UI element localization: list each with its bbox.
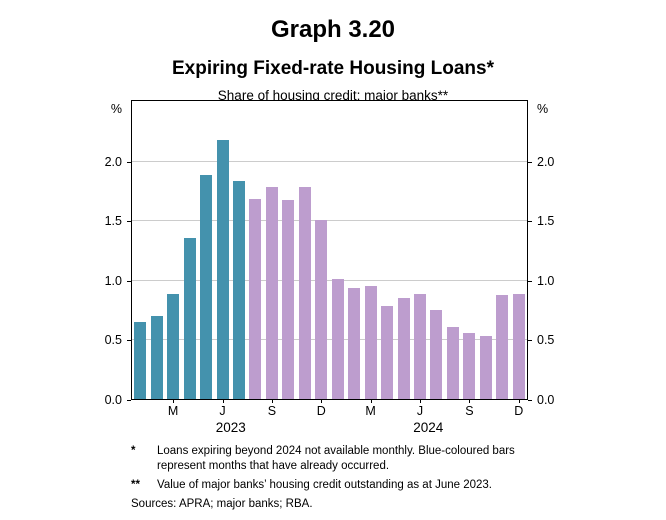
- y-tick-mark: [528, 280, 532, 282]
- gridline-0.5: [132, 339, 527, 341]
- bar-oct-2024: [479, 335, 492, 399]
- y-tick-mark: [127, 280, 131, 282]
- x-tick-mark: [370, 400, 372, 403]
- y-tick-label-0.5: 0.5: [537, 333, 555, 348]
- bar-mar-2024: [364, 285, 377, 399]
- x-tick-mark: [173, 400, 175, 403]
- y-tick-mark: [528, 400, 532, 401]
- bar-jan-2023: [134, 321, 147, 399]
- y-tick-label-2.0: 2.0: [104, 154, 122, 169]
- bar-aug-2024: [446, 327, 459, 399]
- bar-dec-2023: [315, 220, 328, 399]
- bar-sep-2023: [265, 186, 278, 399]
- bar-sep-2024: [463, 333, 476, 399]
- bar-oct-2023: [282, 199, 295, 399]
- footnote-2-marker: **: [131, 478, 140, 491]
- y-axis-right: % 0.0 0.5 1.0 1.5 2.0: [528, 101, 571, 407]
- plot-area: [131, 100, 528, 400]
- chart-title: Expiring Fixed-rate Housing Loans*: [172, 58, 494, 79]
- y-tick-label-1.5: 1.5: [104, 214, 122, 229]
- y-tick-label-0.5: 0.5: [104, 333, 122, 348]
- x-tick-label-dec-2023: D: [316, 404, 326, 418]
- x-tick-mark: [469, 400, 471, 403]
- axis-unit-label: %: [537, 102, 549, 116]
- x-tick-label-dec-2024: D: [514, 404, 524, 418]
- bar-jul-2024: [430, 309, 443, 399]
- footnotes: * Loans expiring beyond 2024 not availabl…: [131, 444, 541, 512]
- x-tick-mark: [271, 400, 273, 403]
- y-tick-mark: [127, 161, 131, 163]
- bar-may-2024: [397, 297, 410, 399]
- bar-apr-2024: [381, 306, 394, 399]
- y-tick-mark: [127, 400, 131, 401]
- x-tick-label-jun-2023: J: [219, 404, 226, 418]
- bar-nov-2024: [496, 295, 509, 399]
- gridline-2: [132, 160, 527, 162]
- y-axis-left: % 0.0 0.5 1.0 1.5 2.0: [88, 101, 131, 407]
- x-tick-mark: [518, 400, 520, 403]
- sources-line: Sources: APRA; major banks; RBA.: [131, 497, 313, 510]
- bar-jun-2024: [414, 294, 427, 399]
- y-tick-label-1.0: 1.0: [537, 273, 555, 288]
- graph-number: Graph 3.20: [270, 16, 396, 43]
- x-tick-label-mar-2023: M: [167, 404, 179, 418]
- bar-mar-2023: [167, 294, 180, 399]
- chart-subtitle: Share of housing credit; major banks**: [217, 88, 449, 103]
- footnote-2: ** Value of major banks’ housing credit o…: [131, 478, 541, 493]
- bar-jun-2023: [216, 140, 229, 399]
- bar-may-2023: [200, 174, 213, 399]
- bar-dec-2024: [512, 294, 525, 399]
- x-tick-label-jun-2024: J: [416, 404, 424, 418]
- x-axis-years: 2023 2024: [131, 420, 528, 438]
- y-tick-label-2.0: 2.0: [537, 154, 555, 169]
- footnote-2-text: Value of major banks’ housing credit out…: [157, 478, 492, 491]
- bar-jan-2024: [331, 278, 344, 399]
- year-label-2024: 2024: [413, 420, 444, 435]
- year-label-2023: 2023: [215, 420, 246, 435]
- y-tick-mark: [528, 340, 532, 342]
- x-tick-mark: [420, 400, 422, 403]
- x-tick-label-sep-2024: S: [465, 404, 474, 418]
- footnote-1-marker: *: [131, 445, 136, 457]
- footnote-1-text: Loans expiring beyond 2024 not available…: [157, 445, 515, 472]
- y-tick-mark: [127, 340, 131, 342]
- bar-feb-2024: [348, 288, 361, 399]
- y-tick-label-0.0: 0.0: [104, 393, 122, 407]
- gridline-1.5: [132, 220, 527, 222]
- x-tick-label-sep-2023: S: [267, 404, 277, 418]
- x-tick-label-mar-2024: M: [365, 404, 376, 418]
- y-tick-mark: [127, 221, 131, 223]
- y-tick-label-1.5: 1.5: [537, 214, 555, 229]
- bar-apr-2023: [183, 238, 196, 399]
- gridline-1: [132, 279, 527, 281]
- y-tick-label-0.0: 0.0: [537, 393, 555, 407]
- bar-nov-2023: [298, 186, 311, 399]
- bar-aug-2023: [249, 198, 262, 399]
- bar-jul-2023: [232, 180, 245, 399]
- bar-feb-2023: [150, 315, 163, 399]
- x-tick-mark: [321, 400, 323, 403]
- axis-unit-label: %: [110, 102, 122, 116]
- footnote-1: * Loans expiring beyond 2024 not availabl…: [131, 444, 541, 474]
- y-tick-label-1.0: 1.0: [104, 273, 122, 288]
- y-tick-mark: [528, 221, 532, 223]
- y-tick-mark: [528, 161, 532, 163]
- x-tick-mark: [222, 400, 224, 403]
